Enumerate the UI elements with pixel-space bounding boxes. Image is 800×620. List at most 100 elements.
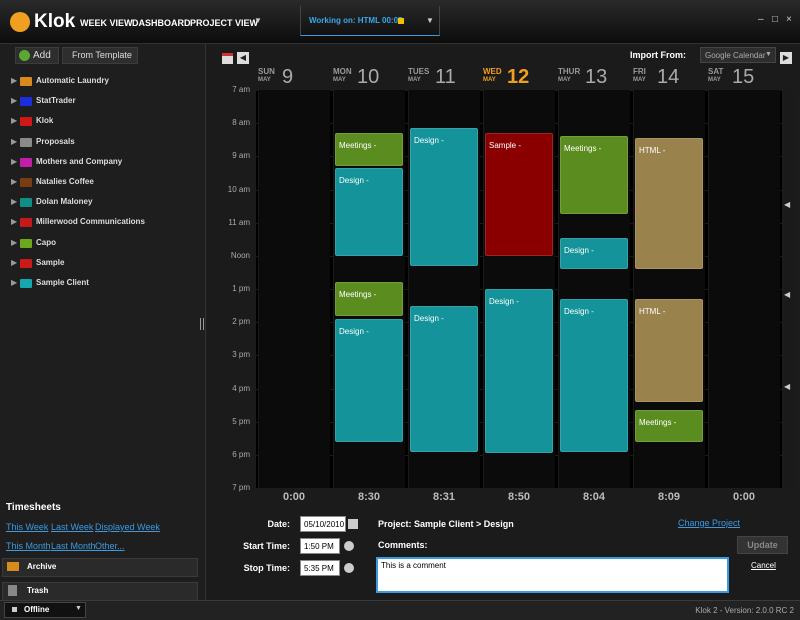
expand-arrow[interactable]: ▶	[11, 136, 18, 146]
template-label[interactable]: From Template	[72, 50, 132, 60]
expand-arrow[interactable]: ▶	[11, 197, 18, 207]
working-indicator	[398, 18, 404, 24]
hour-label: 7 pm	[232, 483, 250, 492]
expand-arrow[interactable]: ▶	[11, 257, 18, 267]
timesheet-link[interactable]: This Week	[6, 522, 49, 532]
timesheet-link[interactable]: Last Month	[51, 541, 96, 551]
working-on: Working on: HTML 00:05	[309, 16, 403, 25]
expand-arrow[interactable]: ▶	[11, 76, 18, 85]
event-block[interactable]: Design -	[560, 237, 628, 270]
project-name[interactable]: Sample	[36, 257, 65, 267]
project-path: Project: Sample Client > Design	[378, 519, 514, 529]
event-block[interactable]: Meetings -	[635, 410, 703, 442]
date-picker[interactable]	[348, 519, 358, 529]
next-week[interactable]: ▶	[780, 52, 792, 64]
time-picker[interactable]	[344, 563, 354, 573]
add-label[interactable]: Add	[33, 50, 51, 61]
event-block[interactable]: HTML -	[635, 298, 703, 402]
window-control[interactable]: ×	[786, 14, 792, 25]
change-project[interactable]: Change Project	[678, 518, 741, 528]
event-label[interactable]: Meetings -	[639, 418, 677, 428]
status[interactable]: Offline	[24, 605, 50, 614]
project-name[interactable]: Natalies Coffee	[36, 177, 94, 186]
form-input[interactable]: 1:50 PM	[300, 538, 340, 554]
event-label[interactable]: Sample -	[489, 141, 522, 151]
hour-label: 2 pm	[232, 317, 250, 327]
time-picker[interactable]	[344, 541, 354, 551]
form-input[interactable]: 05/10/2010	[300, 516, 346, 532]
timesheet-link[interactable]: Other...	[95, 541, 125, 551]
event-label[interactable]: Meetings -	[339, 141, 377, 151]
event-block[interactable]: Design -	[410, 128, 478, 266]
nav-item[interactable]: DASHBOARD	[132, 18, 191, 28]
event-block[interactable]: Design -	[560, 298, 628, 452]
expand-arrow[interactable]: ▶	[11, 237, 18, 247]
event-label[interactable]: HTML -	[639, 146, 666, 156]
prev-week[interactable]: ◀	[237, 52, 249, 64]
cancel-link[interactable]: Cancel	[751, 561, 776, 570]
event-label[interactable]: Design -	[339, 175, 369, 185]
event-label[interactable]: Design -	[414, 136, 444, 146]
day-total: 0:00	[282, 491, 306, 503]
expand-arrow[interactable]: ▶	[11, 217, 18, 227]
nav-item[interactable]: PROJECT VIEW	[190, 18, 259, 28]
form-input[interactable]: 5:35 PM	[300, 560, 340, 576]
nav-dropdown[interactable]: ▼	[254, 16, 262, 25]
event-label[interactable]: Design -	[339, 326, 369, 336]
event-label[interactable]: Design -	[414, 313, 444, 323]
archive-label[interactable]: Archive	[27, 562, 57, 571]
window-control[interactable]: –	[758, 14, 764, 25]
day-month: MAY	[633, 77, 646, 83]
nav-item[interactable]: WEEK VIEW	[80, 18, 133, 28]
event-block[interactable]: HTML -	[635, 138, 703, 270]
timesheet-link[interactable]: This Month	[6, 541, 51, 551]
expand-arrow[interactable]: ▶	[11, 177, 18, 186]
window-control[interactable]: □	[772, 14, 779, 25]
scroll-marker: ◀	[784, 290, 791, 299]
event-block[interactable]: Design -	[335, 167, 403, 256]
event-label[interactable]: Design -	[564, 306, 594, 316]
project-name[interactable]: Mothers and Company	[36, 156, 123, 166]
update-button[interactable]: Update	[737, 536, 788, 554]
event-block[interactable]: Meetings -	[560, 136, 628, 215]
calendar-icon[interactable]	[222, 53, 233, 64]
event-block[interactable]: Sample -	[485, 133, 553, 256]
event-label[interactable]: Meetings -	[564, 144, 602, 154]
project-name[interactable]: Automatic Laundry	[36, 76, 109, 85]
event-block[interactable]: Design -	[335, 318, 403, 442]
timesheet-link[interactable]: Displayed Week	[95, 522, 160, 532]
event-block[interactable]: Meetings -	[335, 282, 403, 316]
timesheet-link[interactable]: Last Week	[51, 522, 94, 532]
event-label[interactable]: Meetings -	[339, 290, 377, 300]
project-name[interactable]: Millerwood Communications	[36, 217, 145, 227]
expand-arrow[interactable]: ▶	[11, 278, 18, 287]
hour-label: Noon	[230, 250, 250, 260]
project-name[interactable]: Sample Client	[36, 278, 89, 287]
event-label[interactable]: Design -	[564, 245, 594, 255]
day-date: 10	[357, 66, 380, 88]
event-block[interactable]: Meetings -	[335, 133, 403, 167]
expand-arrow[interactable]: ▶	[11, 156, 18, 166]
sidebar-resize	[200, 318, 204, 330]
archive-row[interactable]	[2, 558, 198, 577]
project-name[interactable]: Klok	[36, 116, 54, 126]
status-arrow: ▼	[75, 605, 82, 612]
event-block[interactable]: Design -	[410, 305, 478, 452]
event-label[interactable]: Design -	[489, 297, 519, 306]
working-dropdown[interactable]: ▼	[426, 16, 434, 25]
event-label[interactable]: HTML -	[639, 306, 666, 316]
expand-arrow[interactable]: ▶	[11, 116, 18, 126]
trash-label[interactable]: Trash	[27, 586, 49, 595]
event-block[interactable]: Design -	[485, 289, 553, 454]
import-source[interactable]: Google Calendar	[705, 51, 766, 60]
project-name[interactable]: Capo	[36, 237, 56, 247]
template-button[interactable]	[62, 47, 138, 64]
project-name[interactable]: Dolan Maloney	[36, 197, 93, 207]
import-select[interactable]	[700, 47, 776, 63]
comment-box[interactable]: This is a comment	[376, 557, 729, 593]
expand-arrow[interactable]: ▶	[11, 96, 18, 106]
status-select[interactable]	[4, 602, 86, 618]
project-name[interactable]: Proposals	[36, 136, 75, 146]
project-name[interactable]: StatTrader	[36, 96, 76, 106]
